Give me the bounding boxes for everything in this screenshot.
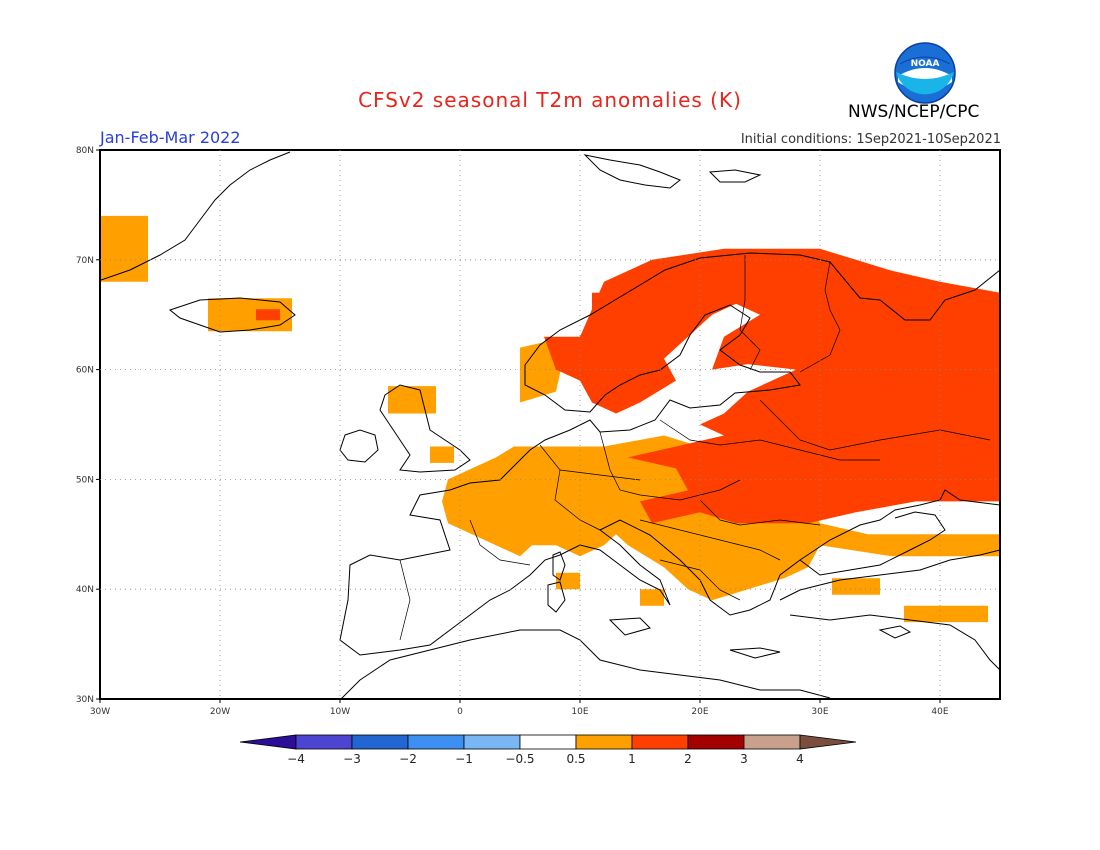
noaa-logo-icon: NOAA	[894, 42, 956, 104]
anomaly-region-9	[832, 578, 880, 595]
colorbar-segment-2	[351, 734, 409, 750]
colorbar-segment-1	[295, 734, 353, 750]
colorbar-label-8: 3	[740, 752, 748, 766]
colorbar-label-1: −3	[343, 752, 361, 766]
anomaly-region-3	[388, 386, 436, 414]
x-tick-label-2: 10W	[330, 707, 350, 717]
colorbar-label-5: 0.5	[566, 752, 585, 766]
y-tick-label-3: 60N	[76, 366, 94, 376]
anomaly-shading	[101, 215, 1000, 623]
x-tick-label-1: 20W	[210, 707, 230, 717]
anomaly-region-4	[430, 446, 454, 463]
y-tick-label-0: 30N	[76, 695, 94, 705]
anomaly-region-12	[592, 292, 628, 315]
colorbar-label-9: 4	[796, 752, 804, 766]
org-label: NWS/NCEP/CPC	[848, 102, 980, 122]
colorbar-segment-5	[519, 734, 577, 750]
chart-title: CFSv2 seasonal T2m anomalies (K)	[358, 88, 742, 112]
colorbar-segment-6	[575, 734, 633, 750]
colorbar-label-3: −1	[455, 752, 473, 766]
y-tick-label-4: 70N	[76, 256, 94, 266]
graticule	[100, 150, 1000, 699]
x-tick-label-0: 30W	[90, 707, 110, 717]
colorbar-label-0: −4	[287, 752, 305, 766]
map-plot-area	[101, 151, 1000, 699]
x-tick-label-5: 20E	[691, 707, 708, 717]
x-tick-label-7: 40E	[931, 707, 948, 717]
y-tick-label-1: 40N	[76, 585, 94, 595]
colorbar: −4 −3 −2 −1 −0.5 0.5 1 2 3 4	[239, 734, 857, 766]
colorbar-label-4: −0.5	[505, 752, 534, 766]
forecast-period: Jan-Feb-Mar 2022	[100, 128, 241, 147]
anomaly-region-0	[101, 215, 148, 282]
y-tick-label-2: 50N	[76, 475, 94, 485]
anomaly-region-8	[640, 589, 664, 606]
noaa-logo-text: NOAA	[911, 59, 940, 69]
anomaly-region-2	[256, 309, 280, 321]
initial-conditions: Initial conditions: 1Sep2021-10Sep2021	[740, 132, 1001, 147]
colorbar-label-2: −2	[399, 752, 417, 766]
colorbar-segment-9	[743, 734, 801, 750]
anomaly-region-1	[208, 298, 292, 332]
axis-ticks: 30W 20W 10W 0 10E 20E 30E 40E 30N 40N 50N 60N 70N 80N	[76, 146, 949, 717]
anomaly-region-11	[544, 248, 1000, 524]
colorbar-segment-0	[239, 734, 297, 750]
colorbar-label-7: 2	[684, 752, 692, 766]
coastlines	[101, 151, 1000, 699]
colorbar-segment-4	[463, 734, 521, 750]
colorbar-segment-3	[407, 734, 465, 750]
colorbar-segment-8	[687, 734, 745, 750]
colorbar-label-6: 1	[628, 752, 636, 766]
x-tick-label-6: 30E	[811, 707, 828, 717]
colorbar-segment-7	[631, 734, 689, 750]
anomaly-region-7	[556, 572, 580, 590]
x-tick-label-4: 10E	[571, 707, 588, 717]
anomaly-region-10	[904, 605, 988, 623]
y-tick-label-5: 80N	[76, 146, 94, 156]
x-tick-label-3: 0	[457, 707, 463, 717]
colorbar-segment-10	[799, 734, 857, 750]
map-frame	[99, 149, 1001, 700]
